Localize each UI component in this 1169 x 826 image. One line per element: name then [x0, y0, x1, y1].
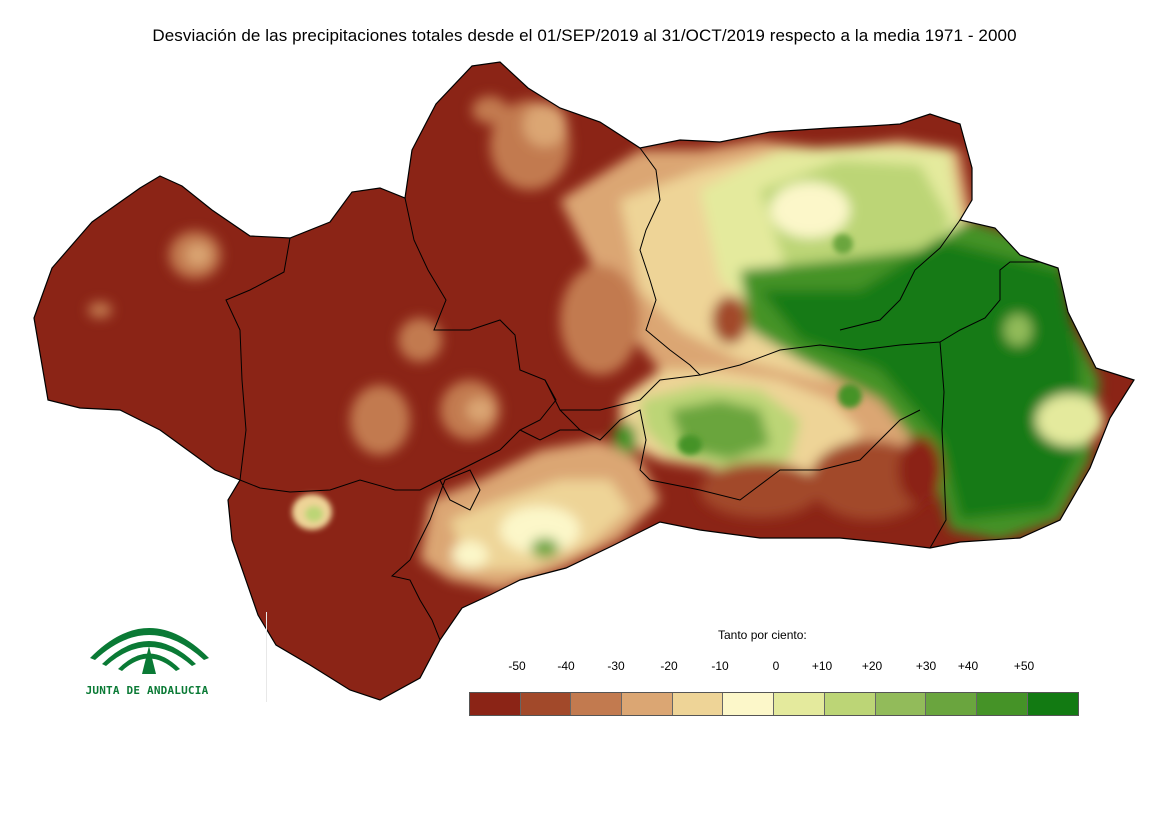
- legend-color-bar: [469, 692, 1080, 716]
- region-boundary: [33, 61, 1135, 701]
- legend-tick: -20: [660, 659, 678, 673]
- legend-tick: +50: [1013, 659, 1035, 673]
- province-boundaries: [225, 147, 1040, 641]
- legend-swatch: [622, 693, 673, 715]
- legend-tick: +40: [957, 659, 979, 673]
- legend-swatch: [672, 693, 724, 715]
- logo-text: JUNTA DE ANDALUCIA: [85, 684, 209, 697]
- legend-swatch: [875, 693, 927, 715]
- legend-swatch: [1027, 693, 1079, 715]
- legend-swatch: [470, 693, 521, 715]
- junta-de-andalucia-logo: [90, 628, 209, 674]
- legend-tick: +30: [915, 659, 937, 673]
- legend-swatch: [824, 693, 876, 715]
- legend-swatch: [723, 693, 775, 715]
- legend-swatch: [571, 693, 623, 715]
- logo-divider: [266, 612, 267, 702]
- map-title: Desviación de las precipitaciones totale…: [152, 26, 1017, 45]
- legend-tick: -50: [508, 659, 526, 673]
- legend-swatch: [976, 693, 1028, 715]
- legend-tick: +10: [811, 659, 833, 673]
- legend-title: Tanto por ciento:: [718, 628, 807, 642]
- legend-tick: +20: [861, 659, 883, 673]
- legend-swatch: [774, 693, 825, 715]
- legend-tick: 0: [772, 659, 780, 673]
- legend-swatch: [926, 693, 977, 715]
- legend-tick: -40: [557, 659, 575, 673]
- legend-tick: -30: [607, 659, 625, 673]
- legend-tick: -10: [711, 659, 729, 673]
- legend-swatch: [520, 693, 572, 715]
